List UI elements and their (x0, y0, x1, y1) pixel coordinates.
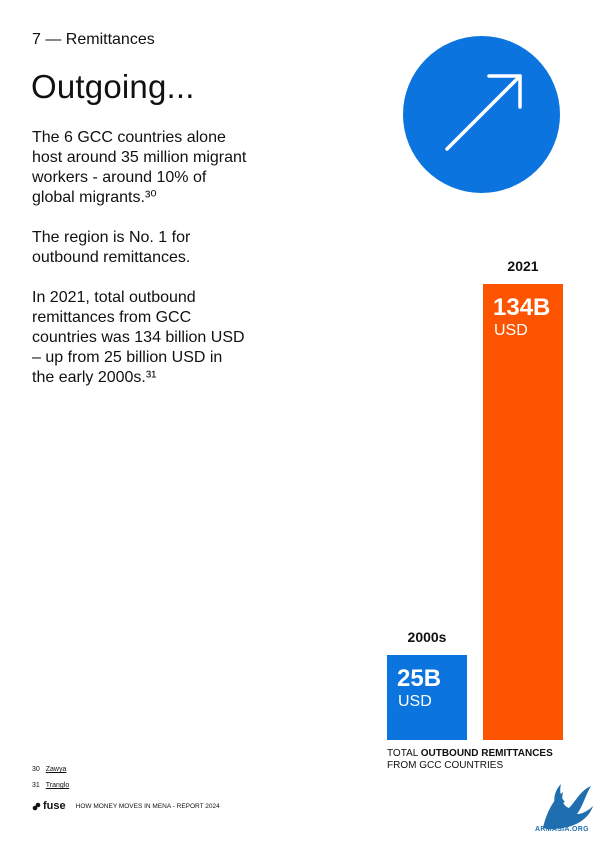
category-label: 2021 (507, 258, 539, 274)
remittance-bar-chart: 25B USD 2000s 134B USD 2021 (380, 250, 580, 740)
page-title: Outgoing... (31, 68, 195, 105)
footnote-30: 30 Zawya (32, 766, 69, 773)
bar-2000s: 25B USD (387, 655, 467, 740)
footnote-number: 31 (32, 782, 40, 789)
footnote-31: 31 Tranglo (32, 782, 69, 789)
footnotes: 30 Zawya 31 Tranglo (32, 766, 69, 798)
fuse-mark-icon (32, 802, 41, 810)
bar-value-label: 134B (493, 294, 551, 321)
footnote-number: 30 (32, 766, 40, 773)
caption-line-2: FROM GCC COUNTRIES (387, 760, 504, 771)
page-footer: fuse HOW MONEY MOVES IN MENA - REPORT 20… (32, 800, 220, 812)
bar-unit-label: USD (398, 693, 432, 710)
footnote-source-link[interactable]: Zawya (45, 766, 67, 773)
watermark-text: ARMASIA.ORG (535, 826, 589, 833)
bar-2021: 134B USD (483, 284, 563, 740)
caption-prefix: TOTAL (387, 748, 421, 759)
watermark-logo (543, 784, 593, 830)
footer-text: HOW MONEY MOVES IN MENA - REPORT 2024 (75, 802, 220, 810)
chart-caption: TOTAL OUTBOUND REMITTANCES FROM GCC COUN… (387, 748, 553, 772)
paragraph-gcc-migrants: The 6 GCC countries alone host around 35… (32, 129, 247, 206)
bar-value-label: 25B (397, 665, 442, 692)
arrow-up-right-icon (403, 36, 560, 193)
fuse-logo: fuse (32, 800, 66, 812)
paragraph-region-rank: The region is No. 1 for outbound remitta… (32, 229, 191, 266)
paragraph-outbound-total: In 2021, total outbound remittances from… (32, 289, 245, 386)
category-label: 2000s (407, 629, 447, 645)
brand-name: fuse (43, 800, 66, 812)
caption-bold: OUTBOUND REMITTANCES (420, 748, 553, 759)
footnote-source-link[interactable]: Tranglo (45, 782, 70, 789)
body-text: The 6 GCC countries alone host around 35… (32, 128, 282, 408)
section-label: 7 — Remittances (32, 31, 155, 48)
bar-unit-label: USD (494, 322, 528, 339)
